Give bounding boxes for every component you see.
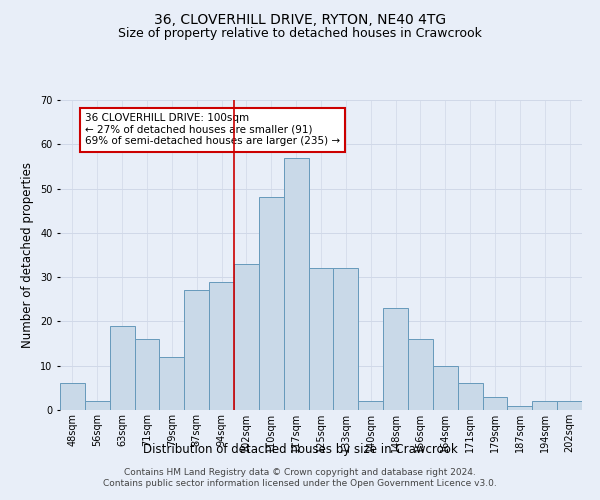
Bar bbox=[433, 366, 458, 410]
Bar bbox=[334, 268, 358, 410]
Text: Distribution of detached houses by size in Crawcrook: Distribution of detached houses by size … bbox=[143, 442, 457, 456]
Bar bbox=[557, 401, 582, 410]
Text: 36 CLOVERHILL DRIVE: 100sqm
← 27% of detached houses are smaller (91)
69% of sem: 36 CLOVERHILL DRIVE: 100sqm ← 27% of det… bbox=[85, 114, 340, 146]
Bar bbox=[60, 384, 85, 410]
Bar bbox=[184, 290, 209, 410]
Bar bbox=[284, 158, 308, 410]
Text: Size of property relative to detached houses in Crawcrook: Size of property relative to detached ho… bbox=[118, 28, 482, 40]
Bar bbox=[134, 339, 160, 410]
Text: 36, CLOVERHILL DRIVE, RYTON, NE40 4TG: 36, CLOVERHILL DRIVE, RYTON, NE40 4TG bbox=[154, 12, 446, 26]
Bar bbox=[358, 401, 383, 410]
Bar bbox=[160, 357, 184, 410]
Text: Contains HM Land Registry data © Crown copyright and database right 2024.
Contai: Contains HM Land Registry data © Crown c… bbox=[103, 468, 497, 487]
Bar bbox=[110, 326, 134, 410]
Bar bbox=[508, 406, 532, 410]
Bar bbox=[209, 282, 234, 410]
Bar bbox=[308, 268, 334, 410]
Bar bbox=[234, 264, 259, 410]
Bar bbox=[532, 401, 557, 410]
Bar bbox=[408, 339, 433, 410]
Y-axis label: Number of detached properties: Number of detached properties bbox=[22, 162, 34, 348]
Bar bbox=[383, 308, 408, 410]
Bar bbox=[85, 401, 110, 410]
Bar bbox=[458, 384, 482, 410]
Bar bbox=[482, 396, 508, 410]
Bar bbox=[259, 198, 284, 410]
